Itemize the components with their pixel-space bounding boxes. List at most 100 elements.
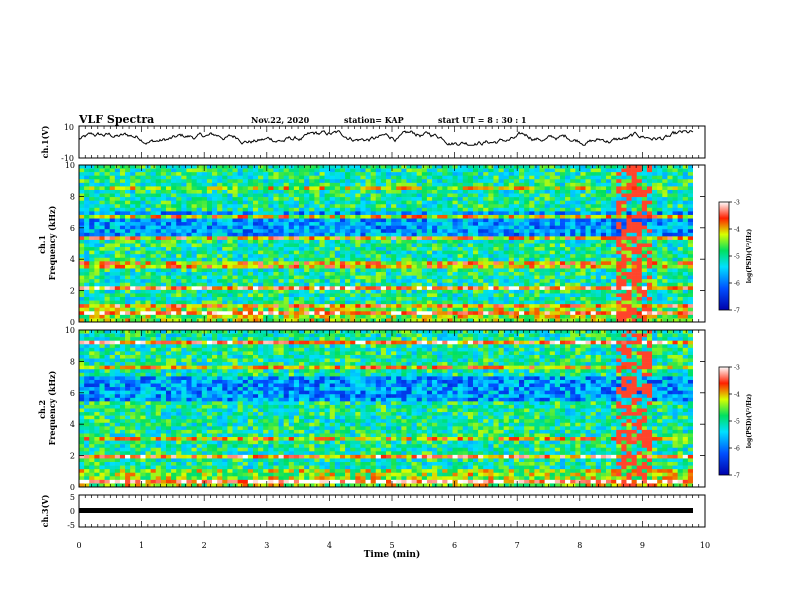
spectrogram-cell bbox=[493, 211, 499, 216]
spectrogram-cell bbox=[119, 254, 126, 259]
spectrogram-cell bbox=[646, 182, 653, 187]
spectrogram-cell bbox=[345, 189, 351, 194]
spectrogram-cell bbox=[114, 311, 121, 316]
spectrogram-cell bbox=[472, 239, 479, 244]
spectrogram-cell bbox=[416, 254, 423, 259]
spectrogram-cell bbox=[268, 300, 274, 305]
spectrogram-cell bbox=[554, 211, 561, 216]
spectrogram-cell bbox=[324, 293, 331, 298]
spectrogram-cell bbox=[191, 172, 197, 177]
spectrogram-cell bbox=[452, 229, 458, 234]
spectrogram-cell bbox=[421, 293, 428, 298]
spectrogram-cell bbox=[150, 232, 157, 237]
spectrogram-cell bbox=[114, 300, 121, 305]
spectrogram-cell bbox=[452, 257, 458, 262]
spectrogram-cell bbox=[365, 204, 371, 209]
spectrogram-cell bbox=[212, 293, 218, 298]
spectrogram-cell bbox=[360, 225, 366, 230]
spectrogram-cell bbox=[672, 214, 678, 219]
spectrogram-cell bbox=[575, 211, 581, 216]
spectrogram-cell bbox=[79, 197, 85, 201]
spectrogram-cell bbox=[570, 293, 576, 298]
spectrogram-cell bbox=[672, 286, 678, 291]
spectrogram-cell bbox=[114, 286, 121, 291]
spectrogram-cell bbox=[304, 279, 310, 284]
spectrogram-cell bbox=[273, 214, 279, 219]
spectrogram-cell bbox=[350, 254, 356, 259]
spectrogram-cell bbox=[616, 289, 622, 294]
spectrogram-cell bbox=[478, 229, 484, 234]
spectrogram-cell bbox=[145, 193, 151, 198]
spectrogram-cell bbox=[606, 264, 612, 269]
spectrogram-cell bbox=[616, 218, 622, 223]
spectrogram-cell bbox=[155, 268, 162, 273]
spectrogram-cell bbox=[252, 254, 259, 259]
spectrogram-cell bbox=[529, 286, 535, 291]
spectrogram-cell bbox=[293, 247, 300, 251]
spectrogram-cell bbox=[288, 229, 295, 234]
spectrogram-cell bbox=[140, 304, 146, 309]
spectrogram-cell bbox=[278, 289, 284, 294]
spectrogram-cell bbox=[350, 239, 356, 244]
spectrogram-cell bbox=[242, 243, 249, 248]
spectrogram-cell bbox=[217, 300, 223, 305]
spectrogram-cell bbox=[293, 218, 300, 223]
spectrogram-cell bbox=[186, 232, 192, 237]
spectrogram-cell bbox=[503, 229, 510, 234]
spectrogram-cell bbox=[662, 222, 668, 226]
spectrogram-cell bbox=[672, 247, 678, 251]
spectrogram-cell bbox=[406, 179, 412, 184]
spectrogram-cell bbox=[595, 304, 602, 309]
spectrogram-cell bbox=[467, 186, 474, 191]
spectrogram-cell bbox=[145, 286, 151, 291]
spectrogram-cell bbox=[339, 239, 346, 244]
spectrogram-cell bbox=[467, 250, 474, 255]
spectrogram-cell bbox=[165, 286, 172, 291]
spectrogram-cell bbox=[549, 293, 556, 298]
spectrogram-cell bbox=[191, 297, 197, 301]
spectrogram-cell bbox=[176, 182, 182, 187]
spectrogram-cell bbox=[345, 186, 351, 191]
spectrogram-cell bbox=[529, 200, 535, 205]
spectrogram-cell bbox=[462, 250, 469, 255]
spectrogram-cell bbox=[79, 275, 85, 280]
spectrogram-cell bbox=[554, 282, 561, 287]
spectrogram-cell bbox=[636, 186, 643, 191]
spectrogram-cell bbox=[524, 261, 530, 266]
spectrogram-cell bbox=[258, 307, 264, 312]
spectrogram-cell bbox=[498, 182, 504, 187]
spectrogram-cell bbox=[508, 304, 515, 309]
spectrogram-cell bbox=[339, 236, 346, 241]
spectrogram-cell bbox=[375, 264, 382, 269]
spectrogram-cell bbox=[519, 175, 525, 180]
spectrogram-cell bbox=[89, 232, 95, 237]
spectrogram-cell bbox=[104, 272, 110, 276]
spectrogram-cell bbox=[171, 193, 177, 198]
spectrogram-cell bbox=[672, 232, 678, 237]
spectrogram-cell bbox=[386, 257, 392, 262]
spectrogram-cell bbox=[447, 175, 453, 180]
spectrogram-cell bbox=[191, 218, 197, 223]
spectrogram-cell bbox=[447, 247, 453, 251]
spectrogram-cell bbox=[462, 275, 469, 280]
spectrogram-cell bbox=[590, 264, 597, 269]
spectrogram-cell bbox=[539, 193, 545, 198]
spectrogram-cell bbox=[350, 236, 356, 241]
spectrogram-cell bbox=[109, 232, 116, 237]
spectrogram-cell bbox=[426, 189, 433, 194]
spectrogram-cell bbox=[554, 204, 561, 209]
spectrogram-cell bbox=[559, 304, 566, 309]
spectrogram-cell bbox=[570, 286, 576, 291]
spectrogram-cell bbox=[529, 300, 535, 305]
spectrogram-cell bbox=[426, 300, 433, 305]
spectrogram-cell bbox=[513, 286, 520, 291]
spectrogram-cell bbox=[636, 264, 643, 269]
spectrogram-cell bbox=[641, 247, 648, 251]
spectrogram-cell bbox=[421, 261, 428, 266]
spectrogram-cell bbox=[641, 175, 648, 180]
spectrogram-cell bbox=[278, 297, 284, 301]
spectrogram-cell bbox=[539, 243, 545, 248]
spectrogram-cell bbox=[360, 182, 366, 187]
spectrogram-cell bbox=[109, 279, 116, 284]
spectrogram-cell bbox=[559, 232, 566, 237]
